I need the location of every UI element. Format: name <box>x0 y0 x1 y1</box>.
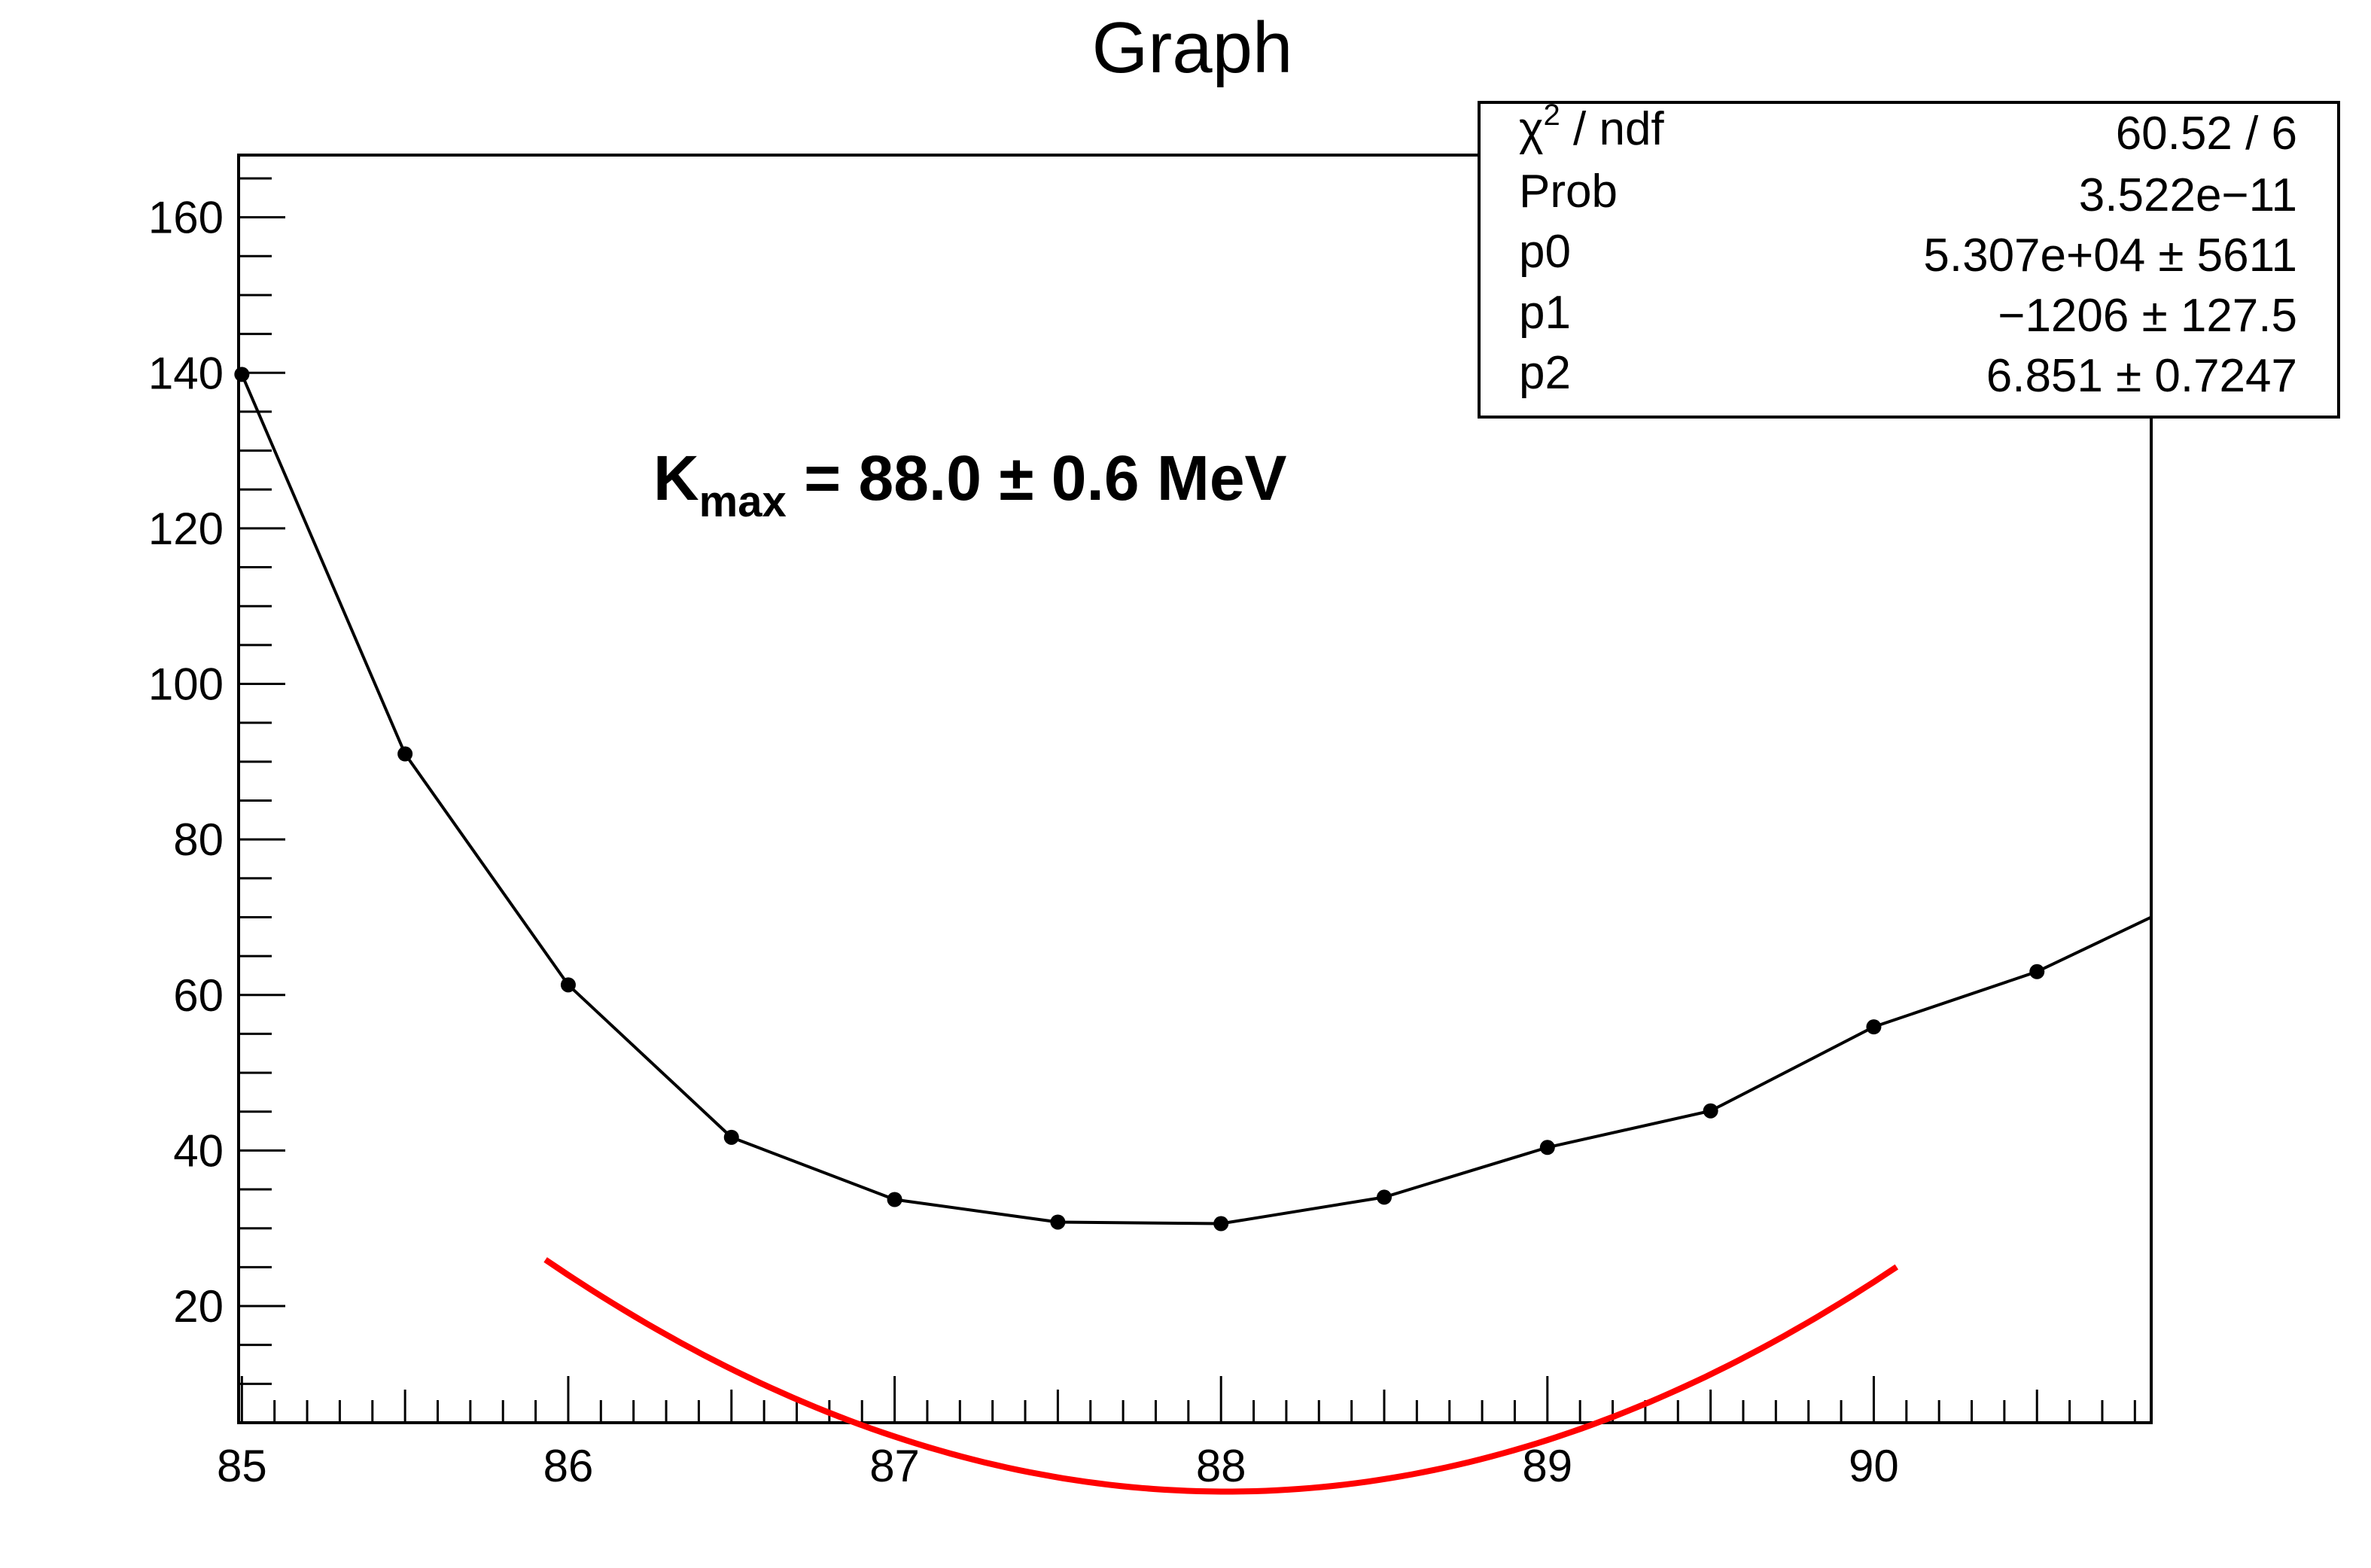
stats-rows: χ2 / ndf 60.52 / 6 Prob 3.522e−11 p0 5.307e+0… <box>1519 99 2297 402</box>
data-point <box>2029 964 2045 979</box>
kmax-annotation: Kmax = 88.0 ± 0.6 MeV <box>653 443 1287 526</box>
y-tick-label: 20 <box>173 1281 224 1332</box>
fit-line <box>543 1257 1899 1495</box>
x-tick-label: 85 <box>217 1441 267 1491</box>
stats-label-text: p1 <box>1519 287 1571 339</box>
y-tick-label: 140 <box>148 348 224 398</box>
stats-label-text: Prob <box>1519 166 1618 218</box>
data-point <box>1376 1189 1392 1205</box>
data-series <box>234 367 2152 1232</box>
stats-box: χ2 / ndf 60.52 / 6 Prob 3.522e−11 p0 5.307e+0… <box>1478 99 2340 419</box>
stats-value: 60.52 / 6 <box>2116 108 2297 160</box>
stats-value: −1206 ± 127.5 <box>1998 290 2297 342</box>
y-tick-label: 60 <box>173 970 224 1021</box>
data-point <box>560 977 576 993</box>
stats-label: Prob <box>1519 166 1618 218</box>
stats-label: p1 <box>1519 287 1571 339</box>
data-point <box>397 746 413 762</box>
stats-label-text: p0 <box>1519 226 1571 278</box>
annotation-subscript: max <box>699 477 787 526</box>
y-tick-label: 160 <box>148 193 224 243</box>
x-tick-label: 90 <box>1849 1441 1899 1491</box>
x-tick-label: 88 <box>1196 1441 1246 1491</box>
stats-label-text: χ <box>1519 103 1544 155</box>
axes <box>237 154 2153 1424</box>
stats-box-frame <box>1478 101 2340 419</box>
data-point <box>234 367 250 382</box>
y-tick-label: 120 <box>148 504 224 554</box>
stats-label: p0 <box>1519 226 1571 278</box>
svg-text:Kmax = 88.0 ± 0.6 MeV: Kmax = 88.0 ± 0.6 MeV <box>653 443 1287 526</box>
data-point <box>1539 1140 1555 1155</box>
annotation-rest: = 88.0 ± 0.6 MeV <box>787 443 1287 513</box>
data-point <box>723 1129 739 1145</box>
stats-value: 3.522e−11 <box>2079 169 2297 221</box>
plot-frame <box>237 154 2153 1424</box>
stats-label-rest: / ndf <box>1560 103 1665 155</box>
axis-ticks <box>239 177 2136 1423</box>
y-tick-label: 40 <box>173 1125 224 1176</box>
data-point <box>1213 1216 1229 1232</box>
data-point <box>887 1192 902 1207</box>
annotation-main: K <box>653 443 699 513</box>
x-tick-label: 87 <box>869 1441 920 1491</box>
data-point <box>1703 1103 1718 1119</box>
y-tick-label: 100 <box>148 659 224 710</box>
stats-value: 6.851 ± 0.7247 <box>1986 350 2297 402</box>
stats-value: 5.307e+04 ± 5611 <box>1923 230 2297 282</box>
data-point <box>1050 1214 1066 1230</box>
x-tick-label: 89 <box>1522 1441 1572 1491</box>
stats-label-text: p2 <box>1519 347 1571 399</box>
data-point <box>1866 1019 1882 1035</box>
x-tick-label: 86 <box>543 1441 594 1491</box>
y-tick-label: 80 <box>173 814 224 865</box>
stats-label: p2 <box>1519 347 1571 399</box>
stats-label: χ2 / ndf <box>1519 99 1664 155</box>
tick-labels: 85 86 87 88 89 90 20 40 60 80 100 120 140 160 <box>148 193 1899 1491</box>
chart-title: Graph <box>1092 8 1293 88</box>
stats-label-superscript: 2 <box>1544 99 1560 132</box>
fit-curve <box>543 1257 1899 1495</box>
